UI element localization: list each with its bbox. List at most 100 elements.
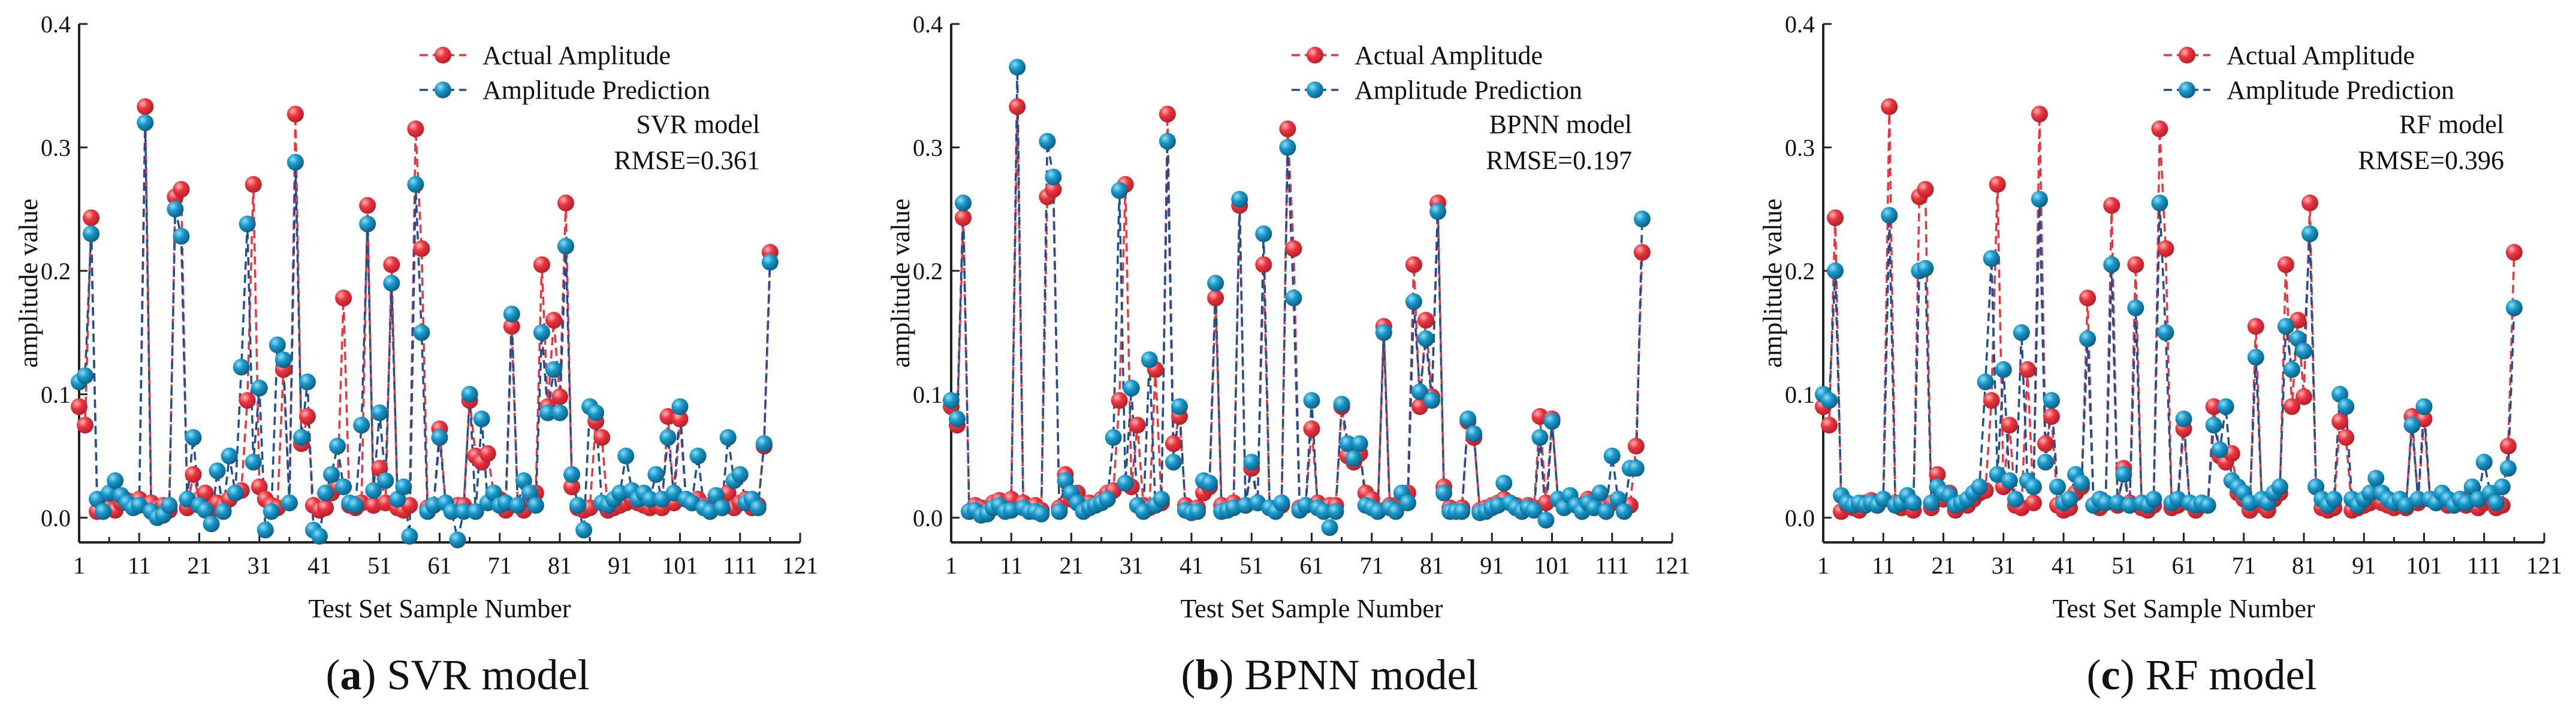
rf-prediction-point: [1923, 494, 1940, 512]
svr-model-label: SVR model: [636, 110, 760, 139]
bpnn-prediction-point: [1423, 392, 1440, 409]
svr-x-tick-label: 1: [73, 552, 85, 579]
rf-actual-point: [1821, 417, 1838, 434]
bpnn-model-label: BPNN model: [1489, 110, 1632, 139]
rf-x-tick-label: 11: [1872, 552, 1895, 579]
svr-prediction-point: [509, 497, 526, 514]
bpnn-x-tick-label: 81: [1420, 552, 1444, 579]
rf-actual-point: [1881, 98, 1898, 115]
svr-actual-point: [413, 240, 430, 257]
bpnn-x-tick-label: 71: [1360, 552, 1384, 579]
bpnn-prediction-point: [1327, 503, 1344, 520]
bpnn-prediction-point: [949, 411, 966, 428]
bpnn-prediction-point: [1387, 503, 1404, 520]
rf-y-axis-title: amplitude value: [1758, 198, 1787, 367]
bpnn-prediction-point: [1537, 511, 1555, 529]
svr-prediction-point: [269, 336, 286, 354]
rf-prediction-point: [1827, 262, 1844, 279]
rf-prediction-point: [2037, 454, 2054, 471]
rf-prediction-point: [2079, 330, 2097, 348]
rf-x-tick-label: 81: [2292, 552, 2316, 579]
svr-prediction-point: [227, 484, 244, 502]
rf-prediction-point: [2505, 299, 2523, 316]
rf-model-label: RF model: [2399, 110, 2504, 139]
svr-prediction-point: [455, 503, 472, 520]
rf-x-tick-label: 71: [2232, 552, 2256, 579]
svr-actual-point: [563, 478, 581, 496]
rf-actual-point: [2079, 289, 2097, 307]
bpnn-prediction-point: [1543, 413, 1561, 430]
rf-actual-point: [2337, 429, 2355, 446]
svr-prediction-point: [167, 200, 184, 218]
svr-actual-point: [77, 417, 94, 434]
bpnn-prediction-point: [1435, 484, 1453, 502]
svr-x-tick-label: 71: [488, 552, 512, 579]
rf-actual-point: [1983, 392, 2000, 409]
bpnn-y-tick-label: 0.1: [913, 381, 943, 408]
svr-caption-letter: a: [340, 651, 361, 699]
rf-actual-point: [2301, 194, 2319, 212]
svr-prediction-point: [95, 503, 112, 520]
rf-prediction-point: [2007, 490, 2024, 508]
svr-prediction-point: [575, 521, 593, 539]
svr-actual-point: [137, 98, 154, 115]
svr-actual-point: [383, 256, 400, 273]
svr-prediction-point: [545, 361, 562, 378]
svr-prediction-point: [467, 503, 484, 520]
rf-prediction-point: [2475, 454, 2493, 471]
bpnn-prediction-point: [1399, 494, 1416, 512]
svr-prediction-point: [353, 417, 370, 434]
svr-legend-actual-label: Actual Amplitude: [482, 41, 671, 70]
bpnn-actual-point: [1285, 240, 1302, 257]
rf-x-tick-label: 61: [2172, 552, 2196, 579]
svr-caption-title: SVR model: [376, 651, 589, 699]
rf-prediction-point: [2499, 460, 2517, 477]
svr-prediction-point: [539, 404, 556, 421]
bpnn-prediction-point: [1633, 210, 1651, 228]
bpnn-prediction-point: [1591, 484, 1609, 502]
svr-actual-point: [298, 408, 316, 425]
rf-actual-point: [2001, 417, 2018, 434]
svr-prediction-point: [659, 429, 677, 446]
bpnn-prediction-point: [1045, 168, 1062, 186]
rf-actual-point: [2296, 388, 2312, 405]
bpnn-prediction-point: [1375, 324, 1392, 341]
bpnn-prediction-point: [1351, 435, 1368, 452]
bpnn-y-tick-label: 0.4: [913, 11, 943, 38]
bpnn-caption-title: BPNN model: [1233, 651, 1478, 699]
bpnn-prediction-point: [1459, 411, 1477, 428]
rf-prediction-point: [2145, 490, 2162, 508]
bpnn-prediction-point: [1189, 503, 1206, 520]
rf-prediction-point: [1821, 392, 1838, 409]
svr-prediction-point: [173, 228, 190, 245]
svr-legend-prediction-label: Amplitude Prediction: [482, 76, 710, 105]
rf-prediction-point: [2205, 417, 2222, 434]
bpnn-y-tick-label: 0.2: [913, 258, 943, 285]
svr-prediction-point: [431, 429, 448, 446]
rf-prediction-point: [2271, 478, 2288, 496]
svr-prediction-point: [557, 237, 575, 255]
bpnn-actual-point: [1279, 120, 1296, 138]
svr-y-tick-label: 0.0: [41, 505, 71, 532]
bpnn-prediction-point: [1411, 383, 1428, 400]
bpnn-x-tick-label: 91: [1480, 552, 1504, 579]
bpnn-prediction-point: [1171, 398, 1188, 415]
svr-prediction-point: [383, 274, 400, 292]
bpnn-prediction-point: [1285, 289, 1302, 307]
svr-prediction-point: [713, 499, 731, 517]
bpnn-prediction-point: [1315, 503, 1332, 520]
rf-y-tick-label: 0.3: [1785, 134, 1815, 161]
svr-y-tick-label: 0.1: [41, 381, 71, 408]
svr-prediction-point: [263, 503, 280, 520]
svr-actual-point: [479, 445, 496, 462]
svr-actual-point: [185, 466, 202, 483]
svr-x-axis-title: Test Set Sample Number: [308, 594, 571, 623]
rf-prediction-point: [2025, 478, 2042, 496]
svr-prediction-point: [755, 435, 773, 452]
svr-y-tick-label: 0.2: [41, 258, 71, 285]
svr-prediction-point: [335, 478, 352, 496]
svr-actual-point: [593, 429, 611, 446]
rf-prediction-point: [1971, 478, 1988, 496]
bpnn-prediction-point: [1417, 330, 1434, 348]
